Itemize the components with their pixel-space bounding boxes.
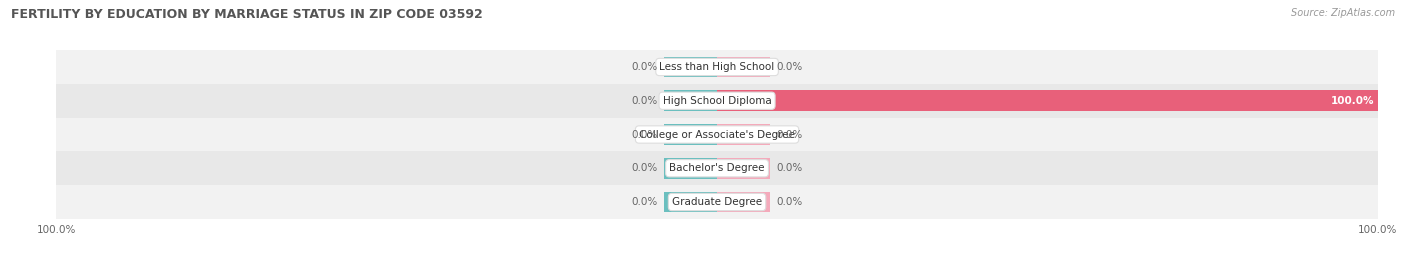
Bar bbox=[56, 185, 1378, 219]
Text: 0.0%: 0.0% bbox=[631, 163, 658, 173]
Bar bbox=[717, 56, 770, 77]
Text: Less than High School: Less than High School bbox=[659, 62, 775, 72]
Text: Bachelor's Degree: Bachelor's Degree bbox=[669, 163, 765, 173]
Bar bbox=[664, 124, 717, 145]
Bar bbox=[717, 90, 1378, 111]
Text: 0.0%: 0.0% bbox=[631, 129, 658, 140]
Text: 0.0%: 0.0% bbox=[776, 62, 803, 72]
Bar bbox=[56, 50, 1378, 84]
Text: College or Associate's Degree: College or Associate's Degree bbox=[640, 129, 794, 140]
Text: 100.0%: 100.0% bbox=[1331, 96, 1375, 106]
Bar bbox=[664, 158, 717, 179]
Text: 0.0%: 0.0% bbox=[631, 62, 658, 72]
Bar bbox=[664, 90, 717, 111]
Bar bbox=[664, 56, 717, 77]
Bar bbox=[56, 151, 1378, 185]
Bar bbox=[717, 124, 770, 145]
Bar bbox=[664, 192, 717, 213]
Text: 0.0%: 0.0% bbox=[776, 197, 803, 207]
Text: FERTILITY BY EDUCATION BY MARRIAGE STATUS IN ZIP CODE 03592: FERTILITY BY EDUCATION BY MARRIAGE STATU… bbox=[11, 8, 484, 21]
Text: 0.0%: 0.0% bbox=[776, 163, 803, 173]
Bar bbox=[717, 158, 770, 179]
Text: Graduate Degree: Graduate Degree bbox=[672, 197, 762, 207]
Text: 0.0%: 0.0% bbox=[631, 96, 658, 106]
Bar bbox=[56, 118, 1378, 151]
Text: 0.0%: 0.0% bbox=[776, 129, 803, 140]
Bar bbox=[717, 192, 770, 213]
Text: Source: ZipAtlas.com: Source: ZipAtlas.com bbox=[1291, 8, 1395, 18]
Text: High School Diploma: High School Diploma bbox=[662, 96, 772, 106]
Bar bbox=[56, 84, 1378, 118]
Legend: Married, Unmarried: Married, Unmarried bbox=[641, 268, 793, 269]
Text: 0.0%: 0.0% bbox=[631, 197, 658, 207]
